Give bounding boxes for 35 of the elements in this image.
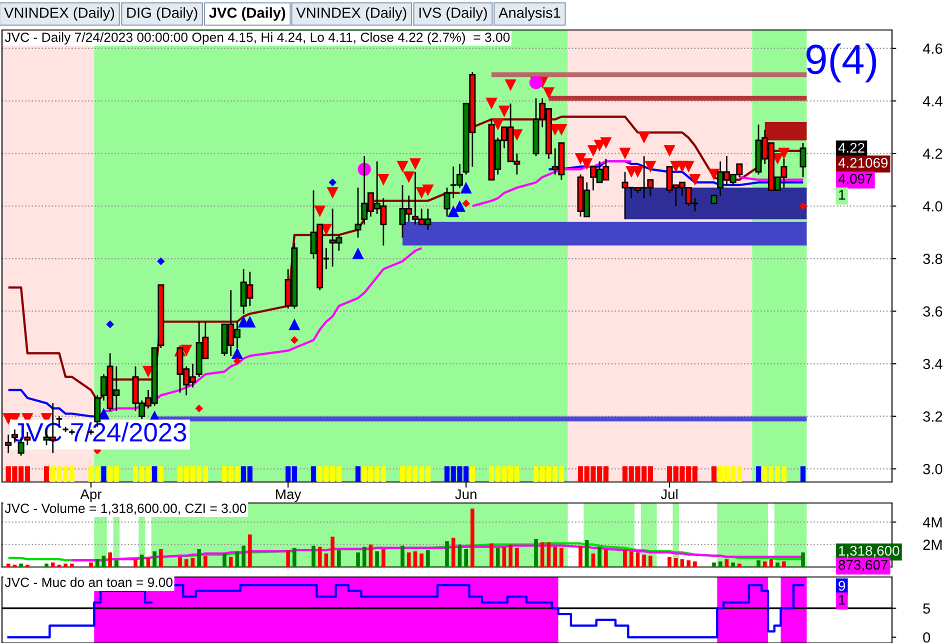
annotation: 1 [839, 595, 846, 605]
y-tick-label: 5 [923, 604, 930, 614]
x-tick-label: Apr [80, 489, 102, 502]
text: Analysis1 [498, 7, 560, 21]
annotation: 1,318,600 [839, 546, 900, 558]
annotation: 4.22 [838, 142, 864, 153]
text: VNINDEX (Daily) [4, 7, 114, 21]
text: JVC (Daily) [209, 7, 286, 21]
y-tick-label: 4.6 [922, 43, 942, 54]
y-tick-label: 3.4 [923, 358, 942, 370]
y-tick-label: 3.0 [923, 464, 942, 474]
y-tick-label: 0 [923, 632, 930, 643]
y-tick-label: 4.2 [922, 148, 942, 159]
x-tick-label: Jul [660, 488, 678, 500]
x-tick-label: May [276, 489, 302, 502]
chart-title: JVC - Volume = 1,318,600.00, CZI = 3.00 [4, 503, 246, 515]
annotation: 1 [839, 190, 846, 200]
annotation: 9(4) [806, 44, 876, 82]
x-tick-label: Jun [455, 489, 476, 500]
annotation: 9 [838, 580, 846, 591]
annotation: 4.21069 [838, 158, 888, 168]
text: IVS (Daily) [419, 7, 487, 21]
text: DIG (Daily) [127, 7, 198, 21]
annotation: 873,607 [838, 560, 888, 572]
y-tick-label: 3.8 [923, 254, 942, 264]
y-tick-label: 4M [922, 517, 942, 528]
y-tick-label: 4.0 [922, 201, 942, 212]
y-tick-label: 2M [923, 540, 942, 550]
text: VNINDEX (Daily) [296, 7, 406, 21]
y-tick-label: 4.4 [922, 96, 942, 106]
chart-title: JVC - Muc do an toan = 9.00 [4, 577, 172, 588]
chart-title: JVC - Daily 7/24/2023 00:00:00 Open 4.15, Hi 4.24, Lo 4.11, Close 4.22 (2.7%) = 3.00 [4, 32, 510, 45]
y-tick-label: 3.6 [923, 306, 942, 317]
y-tick-label: 3.2 [923, 411, 942, 422]
annotation: 4.097 [838, 174, 872, 184]
